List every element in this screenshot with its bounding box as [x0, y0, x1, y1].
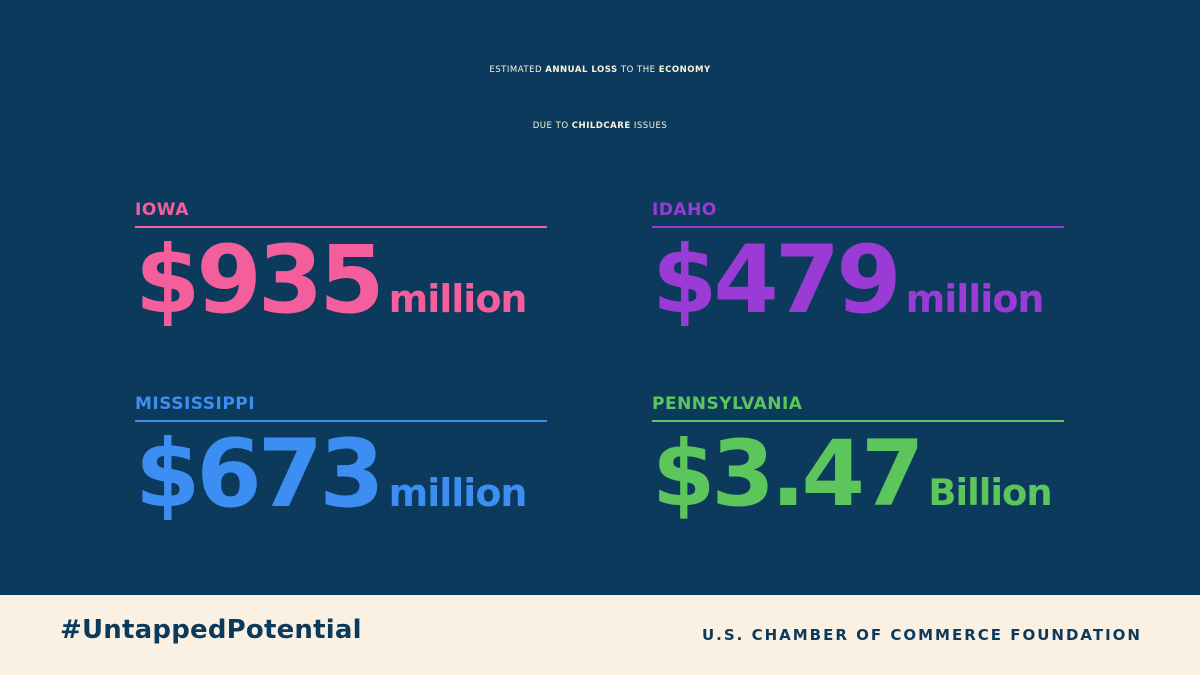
- stat-mississippi: MISSISSIPPI $673 million: [135, 394, 547, 522]
- headline-text: TO THE: [617, 65, 659, 75]
- divider: [652, 226, 1064, 228]
- stat-amount: $3.47: [652, 420, 924, 527]
- headline: ESTIMATED ANNUAL LOSS TO THE ECONOMY DUE…: [0, 42, 1200, 154]
- stat-unit: million: [388, 471, 528, 515]
- state-name: PENNSYLVANIA: [652, 394, 803, 414]
- hashtag: #UntappedPotential: [60, 615, 362, 645]
- stat-unit: Billion: [928, 471, 1052, 514]
- headline-text: ESTIMATED: [489, 65, 546, 75]
- stat-iowa: IOWA $935 million: [135, 200, 547, 328]
- stat-value: $935 million: [135, 234, 547, 328]
- headline-line-1: ESTIMATED ANNUAL LOSS TO THE ECONOMY: [0, 42, 1200, 98]
- stat-idaho: IDAHO $479 million: [652, 200, 1064, 328]
- headline-emphasis: ECONOMY: [658, 65, 711, 75]
- divider: [135, 226, 547, 228]
- headline-text: ISSUES: [630, 121, 668, 131]
- stat-amount: $935: [135, 226, 385, 335]
- headline-text: DUE TO: [532, 121, 572, 131]
- state-name: IOWA: [135, 200, 189, 220]
- state-name: IDAHO: [652, 200, 717, 220]
- stat-pennsylvania: PENNSYLVANIA $3.47 Billion: [652, 394, 1064, 519]
- headline-emphasis: CHILDCARE: [571, 121, 631, 131]
- footer-bar: #UntappedPotential U.S. CHAMBER OF COMME…: [0, 595, 1200, 675]
- headline-emphasis: ANNUAL LOSS: [545, 65, 618, 75]
- stat-value: $3.47 Billion: [652, 428, 1064, 519]
- divider: [135, 420, 547, 422]
- stat-unit: million: [388, 277, 528, 321]
- stat-unit: million: [905, 277, 1045, 321]
- stat-amount: $479: [652, 226, 902, 335]
- state-name: MISSISSIPPI: [135, 394, 256, 414]
- stat-value: $673 million: [135, 428, 547, 522]
- divider: [652, 420, 1064, 422]
- headline-line-2: DUE TO CHILDCARE ISSUES: [0, 98, 1200, 154]
- stat-amount: $673: [135, 420, 385, 529]
- stat-value: $479 million: [652, 234, 1064, 328]
- organization-name: U.S. CHAMBER OF COMMERCE FOUNDATION: [701, 626, 1142, 644]
